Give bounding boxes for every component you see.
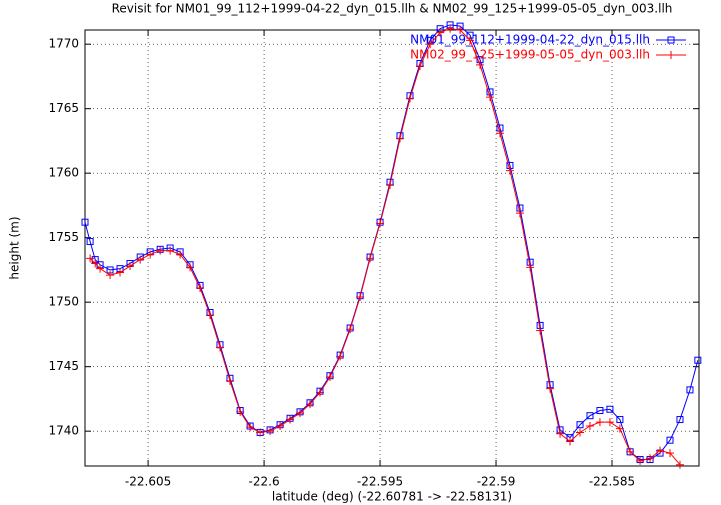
chart-title: Revisit for NM01_99_112+1999-04-22_dyn_0… [112,2,673,16]
point [86,254,95,263]
point [386,180,395,189]
point [336,352,345,361]
point [626,447,635,456]
point [106,271,115,280]
point [636,456,645,465]
point [456,26,465,34]
point [616,416,624,424]
point [216,343,225,352]
point [356,293,365,302]
point [296,409,305,418]
point [196,283,205,292]
point [585,422,594,431]
point [586,412,594,420]
point [96,264,105,273]
point [446,24,455,33]
point [666,436,674,444]
point [666,449,675,458]
point [676,416,684,424]
point [86,238,94,246]
point [236,407,245,416]
y-tick-label: 1755 [48,230,79,244]
point [605,418,614,427]
point [476,60,485,69]
plot-frame [84,29,700,467]
point [536,326,545,335]
point [576,428,585,437]
y-tick-label: 1765 [48,101,79,115]
point [596,407,604,415]
point [126,262,134,271]
point [615,424,624,433]
point [246,423,255,432]
point [576,421,584,429]
point [656,446,665,455]
legend-label: NM01_99_112+1999-04-22_dyn_015.llh [410,33,650,47]
point [116,268,125,277]
point [166,246,175,255]
point [81,218,89,226]
y-tick-label: 1750 [48,295,79,309]
point [675,460,684,469]
point [515,209,524,218]
x-tick-label: -22.595 [357,475,403,489]
point [146,250,155,259]
point [325,372,334,381]
point [176,250,185,259]
point [667,51,675,59]
point [546,384,555,393]
point [206,311,215,320]
series-line [84,24,699,461]
point [466,36,475,45]
point [556,429,565,438]
point [595,418,604,427]
point [306,400,315,409]
x-axis-label: latitude (deg) (-22.60781 -> -22.58131) [272,490,512,504]
series-line [89,28,681,466]
y-tick-label: 1740 [48,424,79,438]
point [286,415,295,424]
legend-label: NM02_99_125+1999-05-05_dyn_003.llh [410,48,650,62]
point [276,422,285,431]
y-tick-label: 1760 [48,166,79,180]
x-tick-label: -22.585 [589,475,635,489]
point [91,259,100,268]
point [186,263,195,272]
y-axis-label: height (m) [8,216,22,279]
point [526,263,535,272]
point [415,62,424,71]
point [156,246,165,255]
x-tick-label: -22.59 [477,475,516,489]
point [426,40,435,49]
point [136,255,145,264]
point [315,388,324,397]
point [686,386,694,394]
point [405,94,414,103]
point [486,93,495,102]
point [505,166,514,175]
x-tick-label: -22.6 [249,475,280,489]
point [566,437,575,446]
y-tick-label: 1770 [48,37,79,51]
point [606,405,614,413]
point [495,129,504,138]
point [376,219,385,228]
y-tick-label: 1745 [48,359,79,373]
point [266,427,275,436]
point [396,134,405,143]
point [346,325,355,334]
point [667,36,675,44]
point [366,254,375,263]
point [694,356,702,364]
point [256,428,265,437]
point [436,28,445,37]
point [646,454,655,463]
point [225,376,234,385]
x-tick-label: -22.605 [125,475,171,489]
